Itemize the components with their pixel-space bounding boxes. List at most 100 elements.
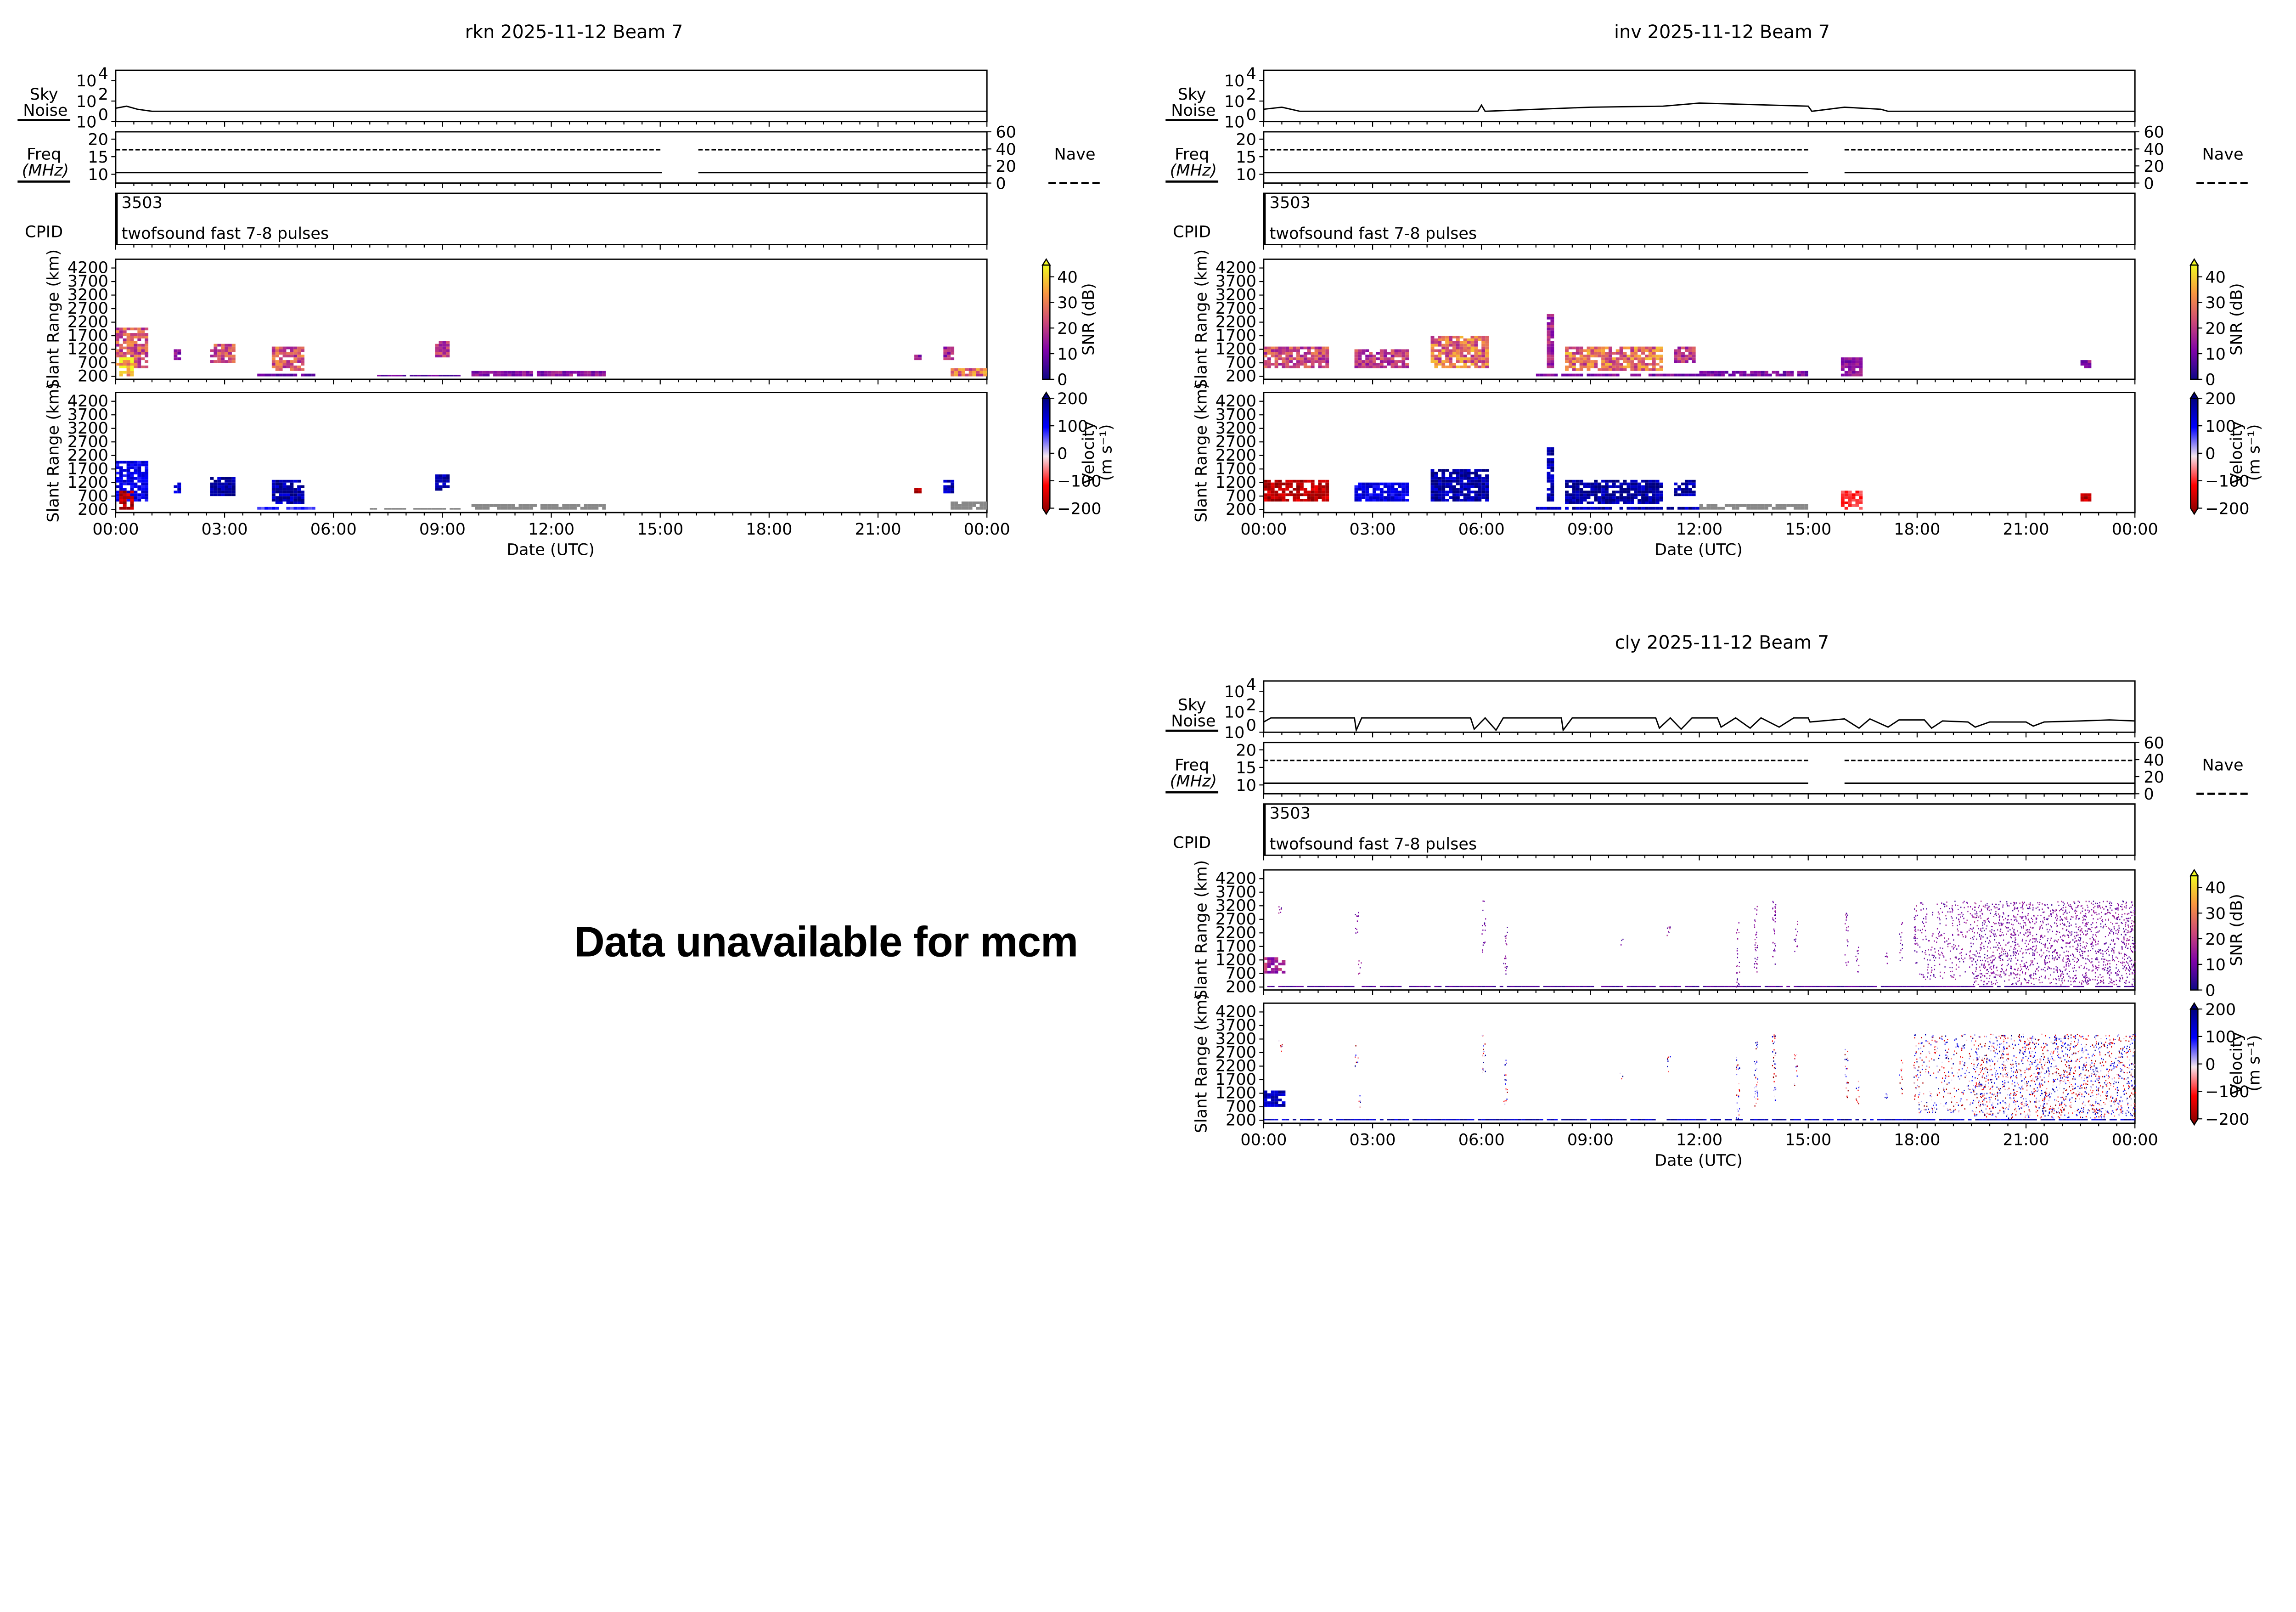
snr-cell	[511, 373, 515, 377]
snr-point	[2076, 915, 2077, 917]
snr-point	[1966, 931, 1968, 933]
snr-cell	[598, 371, 602, 374]
snr-point	[1927, 964, 1929, 965]
snr-point	[2118, 969, 2119, 971]
range-tick-label: 3200	[68, 286, 108, 304]
snr-cell	[1859, 371, 1863, 374]
snr-point	[2118, 938, 2120, 940]
vel-cell	[1855, 504, 1859, 507]
snr-cell	[1430, 341, 1435, 344]
snr-point	[2014, 968, 2015, 970]
snr-cell	[1688, 349, 1692, 352]
snr-cell	[388, 374, 392, 377]
snr-cell	[1950, 986, 1953, 987]
snr-point	[2074, 957, 2076, 958]
snr-point	[1998, 908, 1999, 910]
snr-cell	[1804, 373, 1808, 377]
snr-point	[2042, 981, 2043, 983]
snr-point	[2030, 904, 2031, 906]
snr-cell	[115, 363, 119, 366]
vel-cell	[290, 479, 294, 483]
snr-point	[1939, 947, 1941, 949]
snr-cell	[1263, 355, 1267, 358]
snr-cell	[1474, 338, 1478, 341]
snr-cell	[1463, 360, 1467, 363]
snr-cell	[126, 352, 130, 355]
snr-cell	[1757, 986, 1761, 987]
snr-point	[2024, 942, 2026, 944]
snr-cell	[1630, 357, 1634, 361]
snr-point	[2100, 980, 2102, 982]
snr-point	[2013, 902, 2015, 903]
snr-cell	[1960, 986, 1964, 987]
snr-point	[2077, 958, 2078, 959]
vel-cell	[1579, 499, 1583, 502]
snr-cell	[424, 374, 428, 377]
snr-point	[2084, 915, 2085, 917]
snr-cell	[137, 360, 141, 363]
vel-cell	[1550, 490, 1554, 494]
snr-point	[1931, 969, 1933, 971]
vel-cell	[968, 507, 973, 510]
vel-cell	[1641, 485, 1645, 488]
snr-point	[1482, 949, 1483, 951]
snr-cell	[123, 360, 127, 363]
snr-cell	[221, 360, 225, 363]
vel-cell	[1322, 488, 1326, 491]
snr-cell	[435, 349, 439, 352]
vel-cell	[210, 477, 214, 480]
snr-point	[2133, 969, 2134, 971]
snr-cell	[410, 374, 414, 377]
snr-cell	[1598, 349, 1602, 352]
snr-cell	[1282, 365, 1286, 368]
freq-unit-label: (MHz)	[1170, 772, 1217, 790]
vel-cell	[130, 493, 134, 496]
vel-cell	[286, 496, 290, 499]
vel-cell	[972, 504, 976, 507]
snr-point	[2025, 922, 2026, 924]
snr-cell	[214, 344, 218, 347]
vel-cell	[388, 508, 392, 510]
vel-cell	[137, 463, 141, 467]
snr-cell	[123, 363, 127, 366]
snr-cell	[391, 374, 395, 377]
snr-point	[2122, 957, 2123, 959]
vel-cell	[1659, 490, 1663, 494]
snr-cell	[1459, 336, 1463, 338]
vel-cell	[1478, 479, 1482, 483]
snr-point	[2130, 906, 2132, 908]
vel-cell	[119, 493, 123, 496]
snr-cell	[177, 349, 181, 352]
snr-cell	[1576, 373, 1580, 377]
vel-cell	[1441, 490, 1446, 494]
range-tick-label: 3200	[1216, 286, 1256, 304]
snr-cell	[123, 352, 127, 355]
snr-cell	[1456, 355, 1460, 358]
vel-cell	[1354, 493, 1358, 496]
snr-cell	[141, 330, 145, 333]
snr-point	[2087, 979, 2088, 981]
vel-cell	[123, 482, 127, 485]
snr-cell	[1674, 355, 1678, 358]
snr-point	[2017, 913, 2019, 915]
snr-cell	[1282, 963, 1286, 966]
vel-cell	[1271, 490, 1275, 494]
snr-cell	[1565, 346, 1569, 349]
range-tick-label: 2200	[68, 313, 108, 332]
snr-point	[2129, 973, 2131, 975]
snr-point	[1774, 950, 1776, 952]
vel-cell	[961, 507, 965, 510]
vel-cell	[141, 485, 145, 488]
vel-cell	[1430, 496, 1435, 499]
snr-point	[1944, 941, 1945, 943]
x-tick-label: 18:00	[1894, 520, 1940, 539]
vel-cell	[1438, 499, 1442, 502]
vel-cell	[1608, 493, 1612, 496]
vel-cell	[439, 508, 443, 510]
vel-cell	[304, 507, 308, 510]
vel-cell	[496, 504, 501, 507]
vel-cell	[1394, 493, 1398, 496]
vel-cell	[1652, 485, 1656, 488]
snr-cell	[1401, 352, 1406, 355]
snr-cell	[1358, 355, 1362, 358]
